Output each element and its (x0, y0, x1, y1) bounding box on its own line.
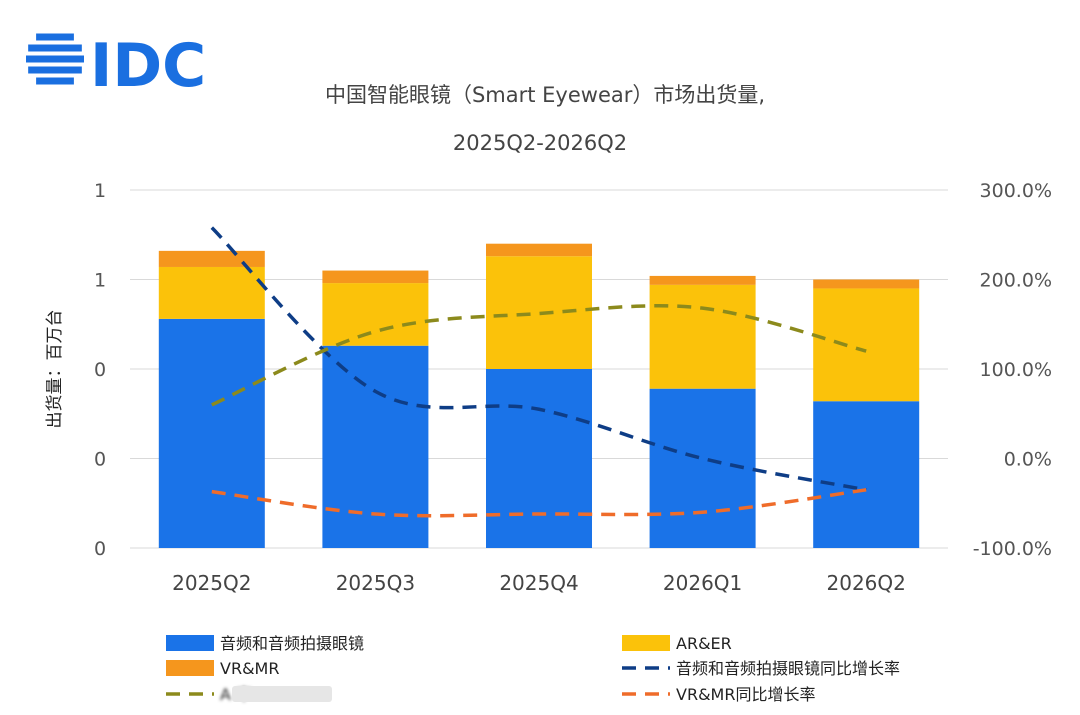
growth-lines (210, 226, 867, 518)
left-axis-ticks: 0 0 0 1 1 (94, 180, 106, 560)
legend-label: VR&MR (220, 659, 279, 678)
bar-segment-1-2025Q2 (158, 318, 265, 548)
right-axis-ticks: -100.0% 0.0% 100.0% 200.0% 300.0% (973, 180, 1052, 560)
bar-segment-1-2025Q3 (322, 345, 429, 548)
legend-item-5: A 率 (166, 685, 332, 704)
idc-globe-stripe-2 (28, 44, 82, 52)
legend-item-6: VR&MR同比增长率 (622, 685, 815, 704)
legend-item-4: 音频和音频拍摄眼镜同比增长率 (622, 659, 900, 678)
bar-segment-1-2026Q2 (813, 401, 920, 548)
x-tick-label: 2025Q3 (336, 571, 415, 595)
legend-label: VR&MR同比增长率 (676, 685, 815, 704)
growth-line-1 (210, 226, 867, 492)
x-tick-label: 2026Q2 (827, 571, 906, 595)
legend-label: 音频和音频拍摄眼镜 (220, 634, 364, 653)
legend-item-3: VR&MR (166, 659, 279, 678)
legend-swatch (166, 660, 214, 676)
bar-segment-3-2025Q2 (158, 250, 265, 267)
right-tick-label: 200.0% (980, 270, 1052, 292)
x-tick-label: 2026Q1 (663, 571, 742, 595)
legend-item-2: AR&ER (622, 634, 732, 653)
idc-globe-stripe-5 (36, 77, 74, 85)
bar-segment-1-2026Q1 (649, 388, 756, 548)
legend-swatch (622, 635, 670, 651)
legend-swatch (166, 635, 214, 651)
growth-line-3 (211, 488, 867, 518)
bar-segment-2-2025Q2 (158, 266, 265, 319)
right-tick-label: 100.0% (980, 359, 1052, 381)
bar-segment-2-2025Q3 (322, 283, 429, 346)
left-tick-label: 1 (94, 180, 106, 202)
legend-item-1: 音频和音频拍摄眼镜 (166, 634, 364, 653)
idc-globe-stripe-1 (36, 33, 74, 41)
bar-segment-3-2025Q3 (322, 270, 429, 284)
x-axis-ticks: 2025Q2 2025Q3 2025Q4 2026Q1 2026Q2 (172, 571, 906, 595)
legend-label: AR&ER (676, 634, 732, 653)
bar-segment-2-2026Q2 (813, 288, 920, 402)
idc-globe-icon (26, 33, 84, 85)
idc-globe-stripe-4 (28, 66, 82, 74)
legend-label: 音频和音频拍摄眼镜同比增长率 (676, 659, 900, 678)
bar-segment-3-2026Q2 (813, 279, 920, 289)
legend: 音频和音频拍摄眼镜 AR&ER VR&MR 音频和音频拍摄眼镜同比增长率 A 率 VR&M… (166, 634, 900, 704)
right-tick-label: 300.0% (980, 180, 1052, 202)
x-tick-label: 2025Q2 (172, 571, 251, 595)
right-tick-label: -100.0% (973, 538, 1052, 560)
right-tick-label: 0.0% (1004, 449, 1052, 471)
idc-logo-text: IDC (90, 31, 206, 101)
left-tick-label: 1 (94, 270, 106, 292)
bar-segment-2-2025Q4 (486, 256, 592, 369)
x-tick-label: 2025Q4 (499, 571, 578, 595)
legend-obscured-mask (232, 686, 332, 702)
left-tick-label: 0 (94, 359, 106, 381)
bar-segment-1-2025Q4 (486, 369, 592, 548)
bar-segment-3-2026Q1 (649, 275, 756, 285)
bar-segment-2-2026Q1 (649, 284, 756, 389)
idc-globe-stripe-3 (26, 55, 84, 63)
bars (158, 243, 920, 548)
y-axis-label: 出货量：百万台 (45, 310, 65, 429)
idc-logo: IDC (26, 31, 206, 101)
bar-segment-3-2025Q4 (486, 243, 592, 257)
left-tick-label: 0 (94, 449, 106, 471)
chart-title: 中国智能眼镜（Smart Eyewear）市场出货量, (325, 83, 765, 107)
chart-subtitle: 2025Q2-2026Q2 (453, 131, 627, 155)
left-tick-label: 0 (94, 538, 106, 560)
